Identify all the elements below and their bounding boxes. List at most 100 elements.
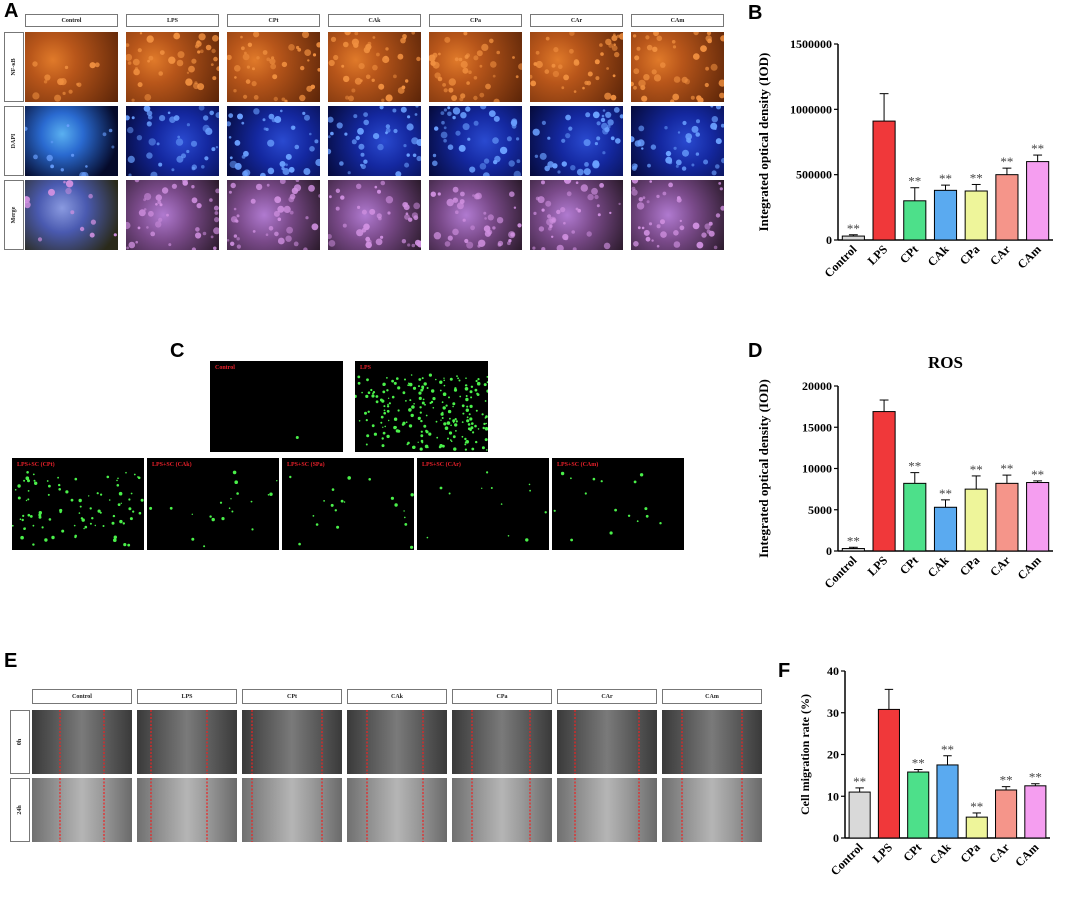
x-tick-label-cpt: CPt [897, 553, 921, 577]
ros-image-lps-sc-car: LPS+SC (CAr) [417, 458, 549, 550]
bar-cak [936, 764, 959, 839]
x-tick-label-cam: CAm [1015, 242, 1044, 271]
chart-b-nfkb-iod: Integrated optical density (IOD) 0 500000 1… [756, 37, 1053, 280]
significance-cam: ** [1031, 141, 1044, 156]
wound-column-header-lps: LPS [137, 689, 237, 704]
micrograph-merge-cpa [429, 180, 522, 250]
micrograph-dapi-control [25, 106, 118, 176]
wound-image-24h-cam [662, 778, 762, 842]
x-tick-label-cak: CAk [925, 553, 952, 580]
wound-image-24h-cak [347, 778, 447, 842]
bar-cpt [903, 200, 927, 241]
wound-image-24h-car [557, 778, 657, 842]
significance-cam: ** [1029, 770, 1042, 785]
significance-cpt: ** [912, 756, 925, 771]
column-header-cpa: CPa [429, 14, 522, 27]
wound-image-0h-car [557, 710, 657, 774]
bar-car [995, 174, 1019, 241]
chart-title: ROS [928, 353, 963, 372]
ros-image-label: LPS+SC (SPa) [287, 462, 325, 468]
chart-f-migration-rate: Cell migration rate (%) 0 10 20 30 40 ** Contro… [798, 664, 1050, 878]
ros-image-lps-sc-spa: LPS+SC (SPa) [282, 458, 414, 550]
micrograph-merge-car [530, 180, 623, 250]
micrograph-dapi-cpa [429, 106, 522, 176]
wound-image-24h-control [32, 778, 132, 842]
bar-cam [1026, 482, 1050, 552]
row-header-dapi: DAPI [4, 106, 24, 176]
y-tick-label: 10 [827, 789, 839, 803]
ros-image-lps-sc-cak: LPS+SC (CAk) [147, 458, 279, 550]
bar-lps [872, 411, 896, 552]
significance-control: ** [847, 221, 860, 236]
row-header-nf-b: NF-κB [4, 32, 24, 102]
micrograph-dapi-lps [126, 106, 219, 176]
wound-image-0h-control [32, 710, 132, 774]
row-header-label: DAPI [11, 133, 17, 149]
significance-cak: ** [939, 486, 952, 501]
x-tick-label-cpt: CPt [897, 242, 921, 266]
bar-car [995, 789, 1018, 839]
y-tick-label: 0 [833, 831, 839, 845]
micrograph-merge-lps [126, 180, 219, 250]
panel-label-a: A [4, 0, 19, 22]
panel-label-f: F [778, 660, 791, 682]
column-header-car: CAr [530, 14, 623, 27]
column-header-lps: LPS [126, 14, 219, 27]
wound-image-24h-cpa [452, 778, 552, 842]
micrograph-merge-cak [328, 180, 421, 250]
wound-column-header-control: Control [32, 689, 132, 704]
wound-image-0h-cam [662, 710, 762, 774]
significance-car: ** [1000, 461, 1013, 476]
significance-cam: ** [1031, 467, 1044, 482]
row-header-merge: Merge [4, 180, 24, 250]
wound-row-header-24h: 24h [10, 778, 30, 842]
significance-cpt: ** [908, 459, 921, 474]
micrograph-merge-cam [631, 180, 724, 250]
y-tick-label: 10000 [802, 462, 832, 476]
chart-d-ros-iod: ROS Integrated optical density (IOD) 0 5000… [756, 353, 1053, 591]
significance-cpa: ** [970, 170, 983, 185]
ros-image-lps-sc-cam: LPS+SC (CAm) [552, 458, 684, 550]
bar-cam [1024, 785, 1047, 839]
wound-column-header-cam: CAm [662, 689, 762, 704]
x-tick-label-lps: LPS [870, 840, 896, 866]
wound-column-header-cpa: CPa [452, 689, 552, 704]
x-tick-label-cak: CAk [925, 242, 952, 269]
micrograph-dapi-cpt [227, 106, 320, 176]
ros-image-label: LPS+SC (CAr) [422, 462, 461, 468]
significance-cak: ** [939, 171, 952, 186]
wound-image-0h-cpt [242, 710, 342, 774]
bar-lps [872, 120, 896, 241]
wound-row-label: 0h [17, 738, 23, 746]
bar-cpa [964, 488, 988, 552]
column-header-cpt: CPt [227, 14, 320, 27]
y-tick-label: 15000 [802, 420, 832, 434]
significance-car: ** [1000, 154, 1013, 169]
panel-label-b: B [748, 2, 763, 24]
wound-column-header-cak: CAk [347, 689, 447, 704]
wound-image-24h-cpt [242, 778, 342, 842]
wound-row-label: 24h [17, 805, 23, 815]
y-tick-label: 0 [826, 233, 832, 247]
bar-control [848, 791, 871, 839]
ros-image-label: LPS [360, 365, 372, 371]
x-tick-label-control: Control [828, 840, 866, 878]
panel-label-d: D [748, 340, 763, 362]
bar-control [841, 235, 865, 241]
ros-image-label: LPS+SC (CAk) [152, 462, 192, 468]
panel-label-e: E [4, 650, 18, 672]
ros-image-lps-sc-cpt: LPS+SC (CPt) [12, 458, 144, 550]
micrograph-merge-cpt [227, 180, 320, 250]
micrograph-nf-b-cpt [227, 32, 320, 102]
x-tick-label-control: Control [821, 242, 859, 280]
column-header-cam: CAm [631, 14, 724, 27]
y-tick-label: 20 [827, 748, 839, 762]
wound-column-header-cpt: CPt [242, 689, 342, 704]
y-tick-label: 30 [827, 706, 839, 720]
row-header-label: Merge [11, 206, 17, 224]
micrograph-dapi-cam [631, 106, 724, 176]
ros-image-control: Control [210, 361, 343, 452]
bar-cam [1026, 161, 1050, 241]
ros-image-label: LPS+SC (CPt) [17, 462, 55, 468]
y-tick-label: 40 [827, 664, 839, 678]
